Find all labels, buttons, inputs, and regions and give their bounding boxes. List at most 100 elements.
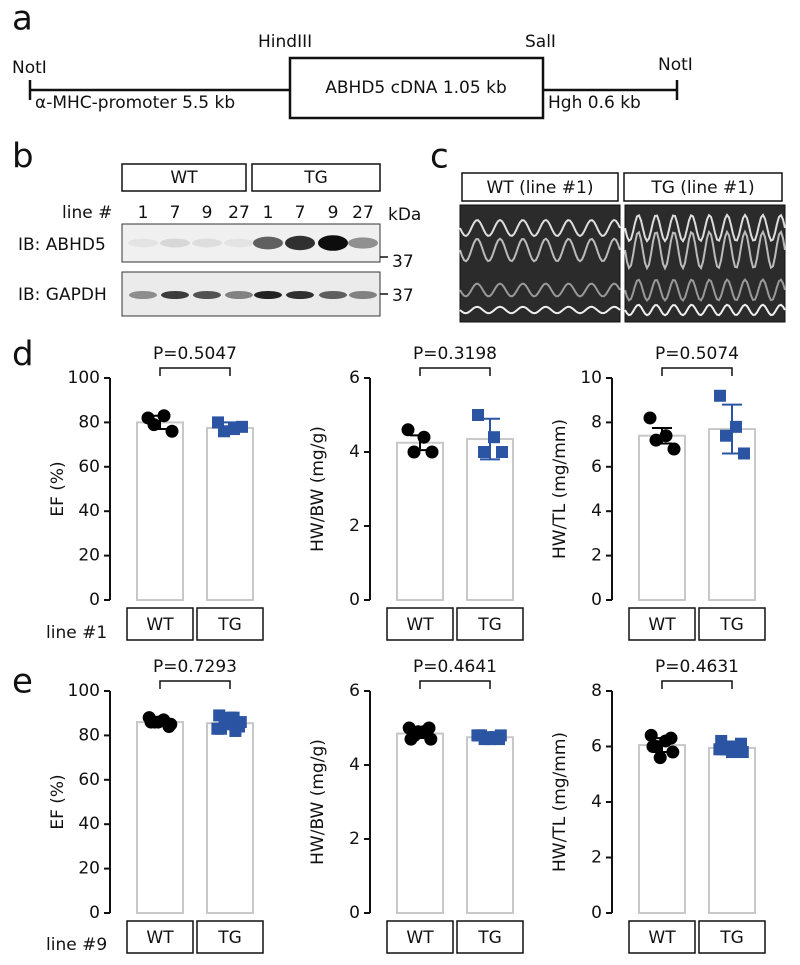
- error-bar: [480, 734, 500, 741]
- p-bracket: [661, 680, 733, 689]
- category-box: [456, 920, 524, 954]
- p-value: P=0.7293: [153, 657, 237, 677]
- y-tick-label: 0: [591, 903, 602, 923]
- p-bracket: [661, 367, 733, 376]
- y-axis-label: HW/TL (mg/mm): [550, 419, 570, 559]
- bar: [466, 736, 514, 914]
- y-tick-label: 10: [580, 368, 602, 388]
- panel-label: b: [12, 137, 34, 177]
- lane-label: 27: [228, 203, 250, 223]
- lane-label: 9: [202, 203, 213, 223]
- y-tick-label: 4: [349, 442, 360, 462]
- band: [129, 291, 157, 299]
- y-axis-label: EF (%): [48, 774, 68, 829]
- category-box: [126, 607, 194, 641]
- lane-label: 1: [138, 203, 149, 223]
- y-tick-label: 4: [349, 755, 360, 775]
- error-bar: [480, 417, 500, 461]
- y-tick-label: 60: [78, 770, 100, 790]
- data-point: [666, 745, 680, 759]
- band: [128, 238, 158, 248]
- category-box: [698, 920, 766, 954]
- data-point: [667, 442, 681, 456]
- echo: WT (line #1) TG (line #1): [459, 172, 786, 323]
- category-box: [456, 607, 524, 641]
- bar: [206, 426, 254, 602]
- y-tick-label: 80: [78, 412, 100, 432]
- error-bar: [722, 743, 742, 753]
- group-label: TG: [303, 168, 328, 188]
- error-bar: [220, 716, 240, 730]
- y-axis-label: HW/BW (mg/g): [308, 426, 328, 552]
- data-point: [653, 751, 667, 765]
- band: [285, 235, 315, 251]
- bar: [206, 722, 254, 914]
- p-value: P=0.4641: [413, 657, 497, 677]
- lane-label: 7: [170, 203, 181, 223]
- x-tick-label: WT: [406, 615, 434, 635]
- category-box: [126, 920, 194, 954]
- x-tick-label: TG: [217, 615, 242, 635]
- y-axis-label: EF (%): [48, 461, 68, 516]
- lane-label: 7: [295, 203, 306, 223]
- echo-image: [459, 204, 621, 323]
- p-bracket: [159, 367, 231, 376]
- y-tick-label: 40: [78, 814, 100, 834]
- category-box: [386, 607, 454, 641]
- x-tick-label: TG: [477, 615, 502, 635]
- error-bar: [150, 717, 170, 727]
- error-bar: [220, 421, 240, 435]
- y-tick-label: 6: [349, 368, 360, 388]
- y-tick-label: 8: [591, 681, 602, 701]
- data-point: [165, 424, 179, 438]
- error-bar: [652, 737, 672, 754]
- line-label: line #: [62, 203, 112, 223]
- data-point: [478, 446, 490, 458]
- y-tick-label: 6: [349, 681, 360, 701]
- bar: [638, 434, 686, 601]
- y-tick-label: 6: [591, 457, 602, 477]
- data-point: [424, 732, 438, 746]
- y-tick-label: 2: [349, 516, 360, 536]
- cdna-label: ABHD5 cDNA 1.05 kb: [325, 78, 506, 98]
- y-axis-label: HW/TL (mg/mm): [550, 732, 570, 872]
- y-tick-label: 0: [89, 590, 100, 610]
- echo-box: [623, 172, 783, 202]
- echo-trace: [624, 277, 786, 303]
- data-point: [218, 425, 230, 438]
- y-tick-label: 0: [349, 903, 360, 923]
- category-box: [386, 920, 454, 954]
- group-box: [251, 163, 381, 192]
- echo-trace: [459, 237, 621, 263]
- error-bar: [410, 434, 430, 452]
- echo-trace: [459, 218, 621, 238]
- x-tick-label: TG: [217, 928, 242, 948]
- y-tick-label: 2: [591, 848, 602, 868]
- y-tick-label: 2: [591, 546, 602, 566]
- group-label: WT: [170, 168, 198, 188]
- y-tick-label: 100: [68, 681, 100, 701]
- y-tick-label: 0: [89, 903, 100, 923]
- y-tick-label: 4: [591, 501, 602, 521]
- band: [253, 236, 283, 250]
- lane-label: 9: [328, 203, 339, 223]
- data-point: [713, 743, 726, 756]
- error-bar: [722, 403, 742, 455]
- band: [348, 237, 378, 249]
- data-point: [147, 418, 161, 432]
- category-box: [628, 920, 696, 954]
- band: [160, 238, 190, 248]
- hgh-label: Hgh 0.6 kb: [548, 93, 641, 113]
- data-point: [401, 423, 415, 437]
- data-point: [404, 732, 418, 746]
- row-label: IB: ABHD5: [18, 235, 106, 255]
- band: [286, 291, 314, 299]
- y-axis-label: HW/BW (mg/g): [308, 739, 328, 865]
- panel-label: a: [12, 0, 33, 39]
- echo-trace: [624, 303, 786, 317]
- row-label: IB: GAPDH: [18, 285, 107, 305]
- data-point: [643, 411, 657, 425]
- band: [254, 291, 282, 299]
- mw-label: 37: [392, 286, 414, 306]
